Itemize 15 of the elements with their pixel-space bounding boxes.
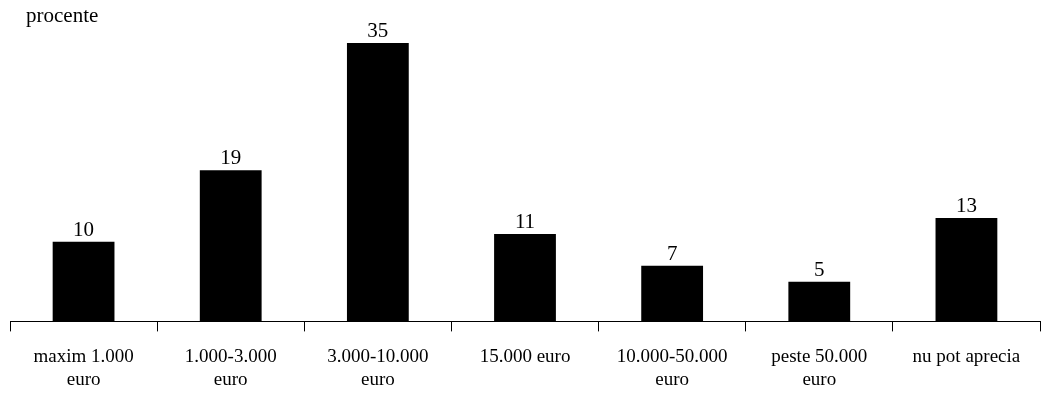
y-axis-title: procente <box>26 3 99 28</box>
x-tick-label: 3.000-10.000 euro <box>327 344 429 389</box>
x-tick-label: 1.000-3.000 euro <box>184 344 277 389</box>
x-tick-label: peste 50.000 euro <box>771 344 868 389</box>
x-tick-label: nu pot aprecia <box>912 344 1021 366</box>
data-label: 13 <box>955 193 977 218</box>
data-label: 10 <box>73 216 95 241</box>
data-label: 5 <box>814 256 825 281</box>
data-label: 35 <box>367 18 389 43</box>
x-tick-label: maxim 1.000 euro <box>33 344 134 389</box>
x-tick-label: 10.000-50.000 euro <box>616 344 728 389</box>
x-tick-label: 15.000 euro <box>479 344 571 366</box>
data-label: 11 <box>514 208 536 233</box>
data-label: 7 <box>666 240 678 265</box>
data-label: 19 <box>220 145 242 170</box>
